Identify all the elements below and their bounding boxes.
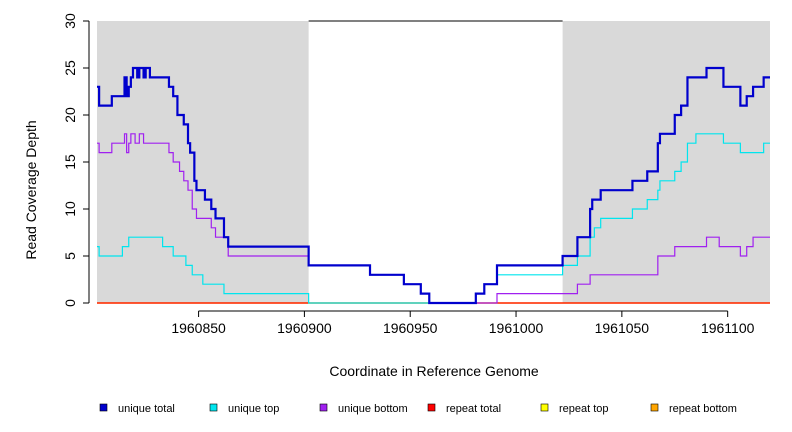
shaded-region-2 <box>562 21 770 303</box>
y-tick-label: 10 <box>62 201 78 217</box>
legend: unique total unique top unique bottom repea… <box>99 403 737 415</box>
y-tick-label: 25 <box>62 60 78 76</box>
legend-label: unique top <box>228 403 279 415</box>
legend-swatch <box>650 403 659 412</box>
legend-swatch <box>427 403 436 412</box>
legend-swatch <box>209 403 218 412</box>
legend-item-unique-bottom: unique bottom <box>319 403 408 415</box>
x-tick-label: 1961000 <box>489 320 544 336</box>
x-tick-label: 1960850 <box>171 320 226 336</box>
x-axis: 1960850 1960900 1960950 1961000 1961050 19611… <box>171 310 755 336</box>
shaded-regions <box>97 21 770 303</box>
series-unique-top <box>97 133 770 304</box>
legend-item-unique-total: unique total <box>99 403 175 415</box>
x-tick-label: 1960900 <box>277 320 332 336</box>
x-tick-label: 1960950 <box>383 320 438 336</box>
legend-label: unique bottom <box>338 403 408 415</box>
x-axis-label: Coordinate in Reference Genome <box>329 363 539 379</box>
legend-item-repeat-total: repeat total <box>427 403 501 415</box>
legend-swatch <box>540 403 549 412</box>
legend-label: unique total <box>118 403 175 415</box>
y-tick-label: 5 <box>62 252 78 260</box>
x-tick-label: 1961050 <box>595 320 650 336</box>
legend-swatch <box>319 403 328 412</box>
y-tick-label: 15 <box>62 154 78 170</box>
legend-swatch <box>99 403 108 412</box>
series-unique-bottom <box>97 133 770 304</box>
legend-item-unique-top: unique top <box>209 403 279 415</box>
y-axis: 0 5 10 15 20 25 30 <box>62 13 90 307</box>
y-tick-label: 30 <box>62 13 78 29</box>
series-unique-total <box>97 66 770 305</box>
y-tick-label: 20 <box>62 107 78 123</box>
x-tick-label: 1961100 <box>701 320 755 336</box>
legend-item-repeat-top: repeat top <box>540 403 609 415</box>
legend-label: repeat total <box>446 403 501 415</box>
legend-label: repeat top <box>559 403 609 415</box>
y-tick-label: 0 <box>62 299 78 307</box>
shaded-region-1 <box>97 21 309 303</box>
y-axis-label: Read Coverage Depth <box>23 120 39 259</box>
legend-item-repeat-bottom: repeat bottom <box>650 403 737 415</box>
legend-label: repeat bottom <box>669 403 737 415</box>
series-lines <box>97 66 770 305</box>
